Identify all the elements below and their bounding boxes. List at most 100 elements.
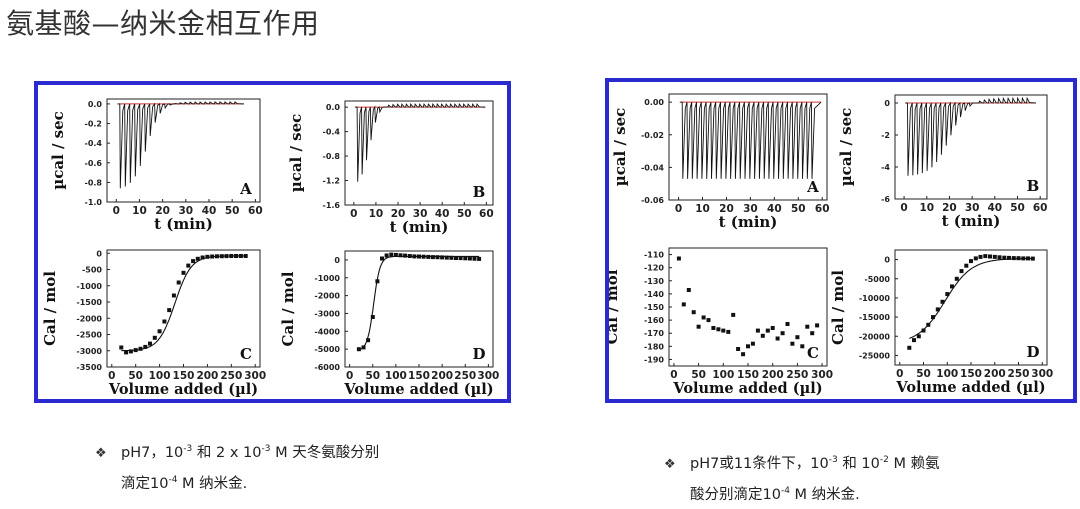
x-tick-label: 0 (896, 368, 903, 380)
y-tick-label: -1000 (314, 274, 340, 283)
chart-left-d: 0 50 100 150 200 250 300 0 -1000 -2000 -3000 -4000 -… (279, 250, 499, 398)
x-tick-label: 300 (477, 370, 499, 382)
itc-power-trace (354, 103, 486, 182)
caption-right-line1-a: pH7或11条件下，10 (690, 455, 829, 472)
data-point (1016, 256, 1021, 261)
y-tick-label: -0.4 (85, 139, 103, 148)
data-point (124, 350, 129, 355)
data-point (152, 335, 157, 340)
data-point (940, 299, 945, 304)
data-point (711, 326, 716, 330)
caption-right-line2: 酸分别滴定10-4 M 纳米金. (664, 478, 940, 509)
data-point (234, 254, 239, 258)
data-point (746, 344, 750, 349)
data-point (430, 255, 435, 260)
itc-power-trace (679, 101, 822, 179)
chart-left-c: 0 50 100 150 200 250 300 0 -500 -1000 -1500 -2000 -2… (41, 249, 266, 398)
figure-panel-left: 0 10 20 30 40 50 60 0.0 -0.2 -0.4 -0.6 -0.8 -1.0 t (m… (34, 81, 511, 403)
data-point (800, 344, 805, 349)
bullet-icon: ❖ (664, 456, 676, 472)
fit-curve (121, 255, 246, 352)
data-point (407, 254, 412, 258)
data-point (421, 254, 426, 259)
data-point (356, 347, 361, 352)
panel-letter-c: C (240, 345, 252, 363)
caption-left: ❖ pH7，10-3 和 2 x 10-3 M 天冬氨酸分别 滴定10-4 M 纳… (95, 436, 379, 498)
data-point (983, 254, 988, 259)
data-point (162, 319, 167, 324)
data-point (186, 263, 191, 268)
data-point (133, 348, 138, 353)
data-point (229, 254, 234, 258)
y-tick-label: -0.2 (85, 120, 103, 129)
caption-left-line1-a: pH7，10 (121, 444, 184, 461)
data-point (205, 254, 210, 259)
y-tick-label: -110 (644, 251, 664, 260)
y-tick-label: -3000 (76, 347, 102, 356)
caption-right-line2-a: 酸分别滴定10 (690, 486, 781, 503)
x-tick-label: 60 (1033, 202, 1048, 214)
y-axis-label: µcal / sec (49, 111, 67, 190)
panel-letter-b: B (1027, 177, 1040, 195)
data-point (681, 302, 686, 307)
x-tick-label: 60 (815, 203, 830, 215)
data-point (931, 315, 935, 320)
data-point (444, 255, 449, 260)
data-point (726, 329, 731, 334)
x-tick-label: 10 (369, 208, 384, 220)
data-point (1011, 256, 1016, 261)
caption-left-sup3: -4 (168, 474, 178, 485)
x-tick-label: 200 (762, 369, 784, 381)
x-tick-label: 0 (346, 370, 353, 382)
data-point (389, 252, 394, 257)
x-axis-label: t (min) (942, 212, 1001, 230)
caption-left-sup1: -3 (183, 444, 193, 454)
data-point (755, 328, 760, 333)
data-point (765, 328, 770, 333)
data-point (440, 255, 445, 260)
data-point (195, 256, 200, 261)
y-tick-label: -5000 (864, 275, 890, 284)
data-point (361, 345, 366, 350)
data-point (157, 329, 162, 334)
data-point (380, 256, 384, 261)
x-tick-label: 10 (132, 205, 147, 217)
data-point (935, 307, 940, 312)
y-tick-label: -0.04 (641, 163, 664, 172)
x-tick-label: 60 (248, 205, 263, 217)
data-point (1007, 255, 1011, 260)
data-point (210, 254, 215, 259)
data-point (191, 259, 196, 264)
caption-left-line2: 滴定10-4 M 纳米金. (95, 467, 379, 498)
y-tick-label: -150 (644, 303, 664, 312)
plot-frame (106, 98, 261, 203)
y-tick-label: -6 (881, 195, 890, 204)
data-point (181, 270, 186, 275)
data-point (449, 255, 454, 260)
data-point (921, 328, 926, 333)
data-point (403, 253, 408, 258)
x-tick-label: 0 (900, 202, 907, 214)
x-tick-label: 50 (691, 369, 706, 381)
data-point (215, 254, 219, 259)
data-point (176, 280, 181, 285)
caption-right-line2-b: M 纳米金. (789, 486, 860, 503)
caption-right-sup1: -3 (828, 455, 838, 465)
x-tick-label: 200 (984, 368, 1006, 380)
y-tick-label: -0.6 (85, 159, 103, 168)
data-point (691, 310, 696, 315)
x-tick-label: 40 (435, 208, 450, 220)
y-tick-label: -1000 (76, 282, 102, 291)
data-point (477, 256, 482, 261)
x-axis-label: t (min) (154, 215, 213, 233)
data-point (398, 253, 403, 258)
y-tick-label: -170 (644, 329, 664, 338)
data-point (959, 269, 964, 274)
x-tick-label: 20 (391, 208, 406, 220)
y-tick-label: -2000 (76, 314, 102, 323)
x-axis-label: Volume added (µl) (672, 380, 822, 397)
data-point (780, 331, 785, 336)
plot-frame (894, 94, 1048, 200)
y-tick-label: -3000 (314, 309, 340, 318)
data-point (426, 254, 431, 259)
